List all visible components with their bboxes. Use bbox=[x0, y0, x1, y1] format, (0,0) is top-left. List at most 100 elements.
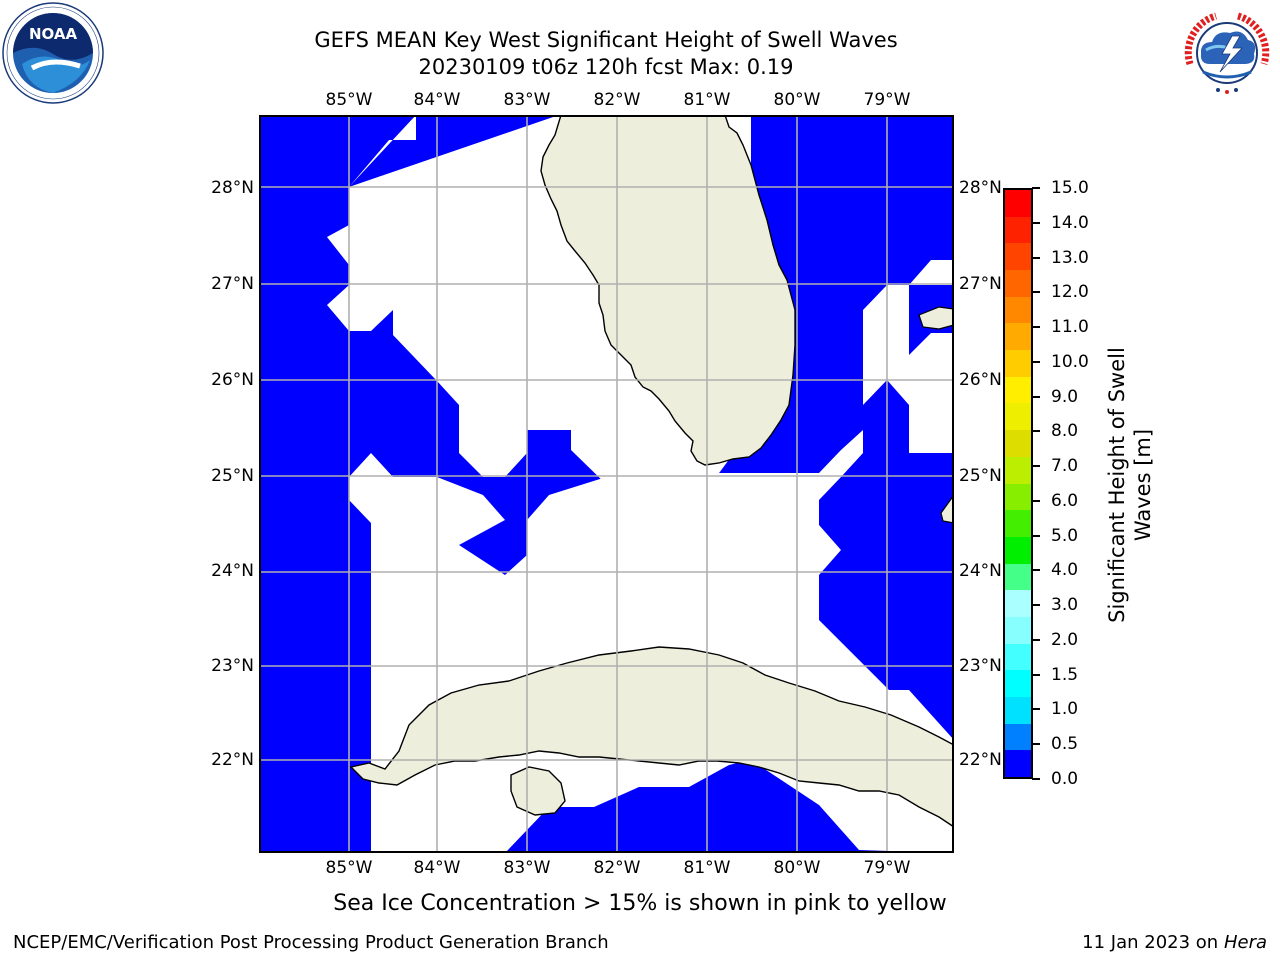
colorbar-band bbox=[1005, 616, 1031, 644]
colorbar-tick-label: 1.0 bbox=[1051, 699, 1079, 720]
colorbar-tick-label: 8.0 bbox=[1051, 421, 1079, 442]
colorbar-tick-label: 2.0 bbox=[1051, 629, 1079, 650]
lon-tick-bottom-5: 81°W bbox=[683, 858, 731, 878]
lat-tick-right-6: 23°N bbox=[959, 656, 1002, 676]
colorbar-band bbox=[1005, 589, 1031, 617]
colorbar-tick-mark bbox=[1032, 673, 1040, 676]
lat-tick-right-3: 26°N bbox=[959, 370, 1002, 390]
colorbar-tick-label: 4.0 bbox=[1051, 560, 1079, 581]
colorbar-band bbox=[1005, 723, 1031, 751]
colorbar-band bbox=[1005, 536, 1031, 564]
colorbar-tick-mark bbox=[1032, 360, 1040, 363]
lon-tick-bottom-2: 84°W bbox=[413, 858, 461, 878]
colorbar-tick-label: 0.5 bbox=[1051, 734, 1079, 755]
lon-tick-top-5: 81°W bbox=[683, 90, 731, 110]
colorbar-tick-label: 6.0 bbox=[1051, 490, 1079, 511]
colorbar-tick-label: 9.0 bbox=[1051, 386, 1079, 407]
map-svg bbox=[259, 114, 955, 853]
colorbar-tick-label: 14.0 bbox=[1051, 212, 1089, 233]
map-frame bbox=[259, 115, 954, 853]
colorbar-tick-mark bbox=[1032, 256, 1040, 259]
chart-title-line2: 20230109 t06z 120h fcst Max: 0.19 bbox=[418, 55, 794, 79]
noaa-logo: NOAA bbox=[2, 2, 104, 104]
colorbar-tick-mark bbox=[1032, 638, 1040, 641]
colorbar-band bbox=[1005, 669, 1031, 697]
colorbar-tick-label: 11.0 bbox=[1051, 317, 1089, 338]
lat-tick-left-7: 22°N bbox=[211, 750, 254, 770]
colorbar-tick-mark bbox=[1032, 221, 1040, 224]
lat-tick-right-7: 22°N bbox=[959, 750, 1002, 770]
colorbar-band bbox=[1005, 562, 1031, 591]
colorbar-tick-mark bbox=[1032, 465, 1040, 468]
colorbar-tick-mark bbox=[1032, 708, 1040, 711]
lat-tick-left-1: 28°N bbox=[211, 178, 254, 198]
colorbar-band bbox=[1005, 269, 1031, 297]
lon-tick-top-6: 80°W bbox=[773, 90, 821, 110]
colorbar-tick-label: 12.0 bbox=[1051, 282, 1089, 303]
colorbar-tick-label: 7.0 bbox=[1051, 456, 1079, 477]
colorbar-tick-label: 5.0 bbox=[1051, 525, 1079, 546]
colorbar-band bbox=[1005, 456, 1031, 484]
lon-tick-bottom-7: 79°W bbox=[863, 858, 911, 878]
colorbar-band bbox=[1005, 242, 1031, 271]
colorbar-tick-mark bbox=[1032, 604, 1040, 607]
lat-tick-right-4: 25°N bbox=[959, 466, 1002, 486]
map-panel[interactable] bbox=[259, 114, 955, 853]
colorbar-tick-mark bbox=[1032, 569, 1040, 572]
colorbar-band bbox=[1005, 509, 1031, 537]
colorbar-tick-mark bbox=[1032, 743, 1040, 746]
colorbar-tick-mark bbox=[1032, 395, 1040, 398]
colorbar-tick-label: 1.5 bbox=[1051, 664, 1079, 685]
colorbar-band bbox=[1005, 643, 1031, 671]
lon-tick-bottom-4: 82°W bbox=[593, 858, 641, 878]
graticule bbox=[259, 115, 954, 853]
colorbar-label-line1: Significant Height of Swell bbox=[1105, 347, 1129, 623]
lon-tick-top-3: 83°W bbox=[503, 90, 551, 110]
colorbar-tick-mark bbox=[1032, 430, 1040, 433]
colorbar-band bbox=[1005, 429, 1031, 457]
sea-ice-note: Sea Ice Concentration > 15% is shown in … bbox=[333, 891, 947, 916]
colorbar-tick-label: 15.0 bbox=[1051, 178, 1089, 198]
lat-tick-left-5: 24°N bbox=[211, 561, 254, 581]
colorbar-tick-label: 13.0 bbox=[1051, 247, 1089, 268]
colorbar-tick-mark bbox=[1032, 778, 1040, 780]
land-florida bbox=[540, 114, 796, 466]
colorbar-tick-label: 10.0 bbox=[1051, 351, 1089, 372]
colorbar-band bbox=[1005, 376, 1031, 404]
colorbar-tick-mark bbox=[1032, 534, 1040, 537]
colorbar-tick-mark bbox=[1032, 187, 1040, 189]
footer-left: NCEP/EMC/Verification Post Processing Pr… bbox=[13, 932, 609, 953]
lat-tick-right-1: 28°N bbox=[959, 178, 1002, 198]
lat-tick-right-5: 24°N bbox=[959, 561, 1002, 581]
colorbar-tick-label: 3.0 bbox=[1051, 595, 1079, 616]
colorbar-tick-mark bbox=[1032, 326, 1040, 329]
footer-right: 11 Jan 2023 on Hera bbox=[1082, 932, 1267, 954]
lat-tick-left-6: 23°N bbox=[211, 656, 254, 676]
lon-tick-top-1: 85°W bbox=[325, 90, 373, 110]
land-cuba bbox=[349, 646, 955, 829]
colorbar-label-line2: Waves [m] bbox=[1131, 428, 1155, 542]
land-bahamas bbox=[918, 306, 955, 524]
colorbar-band bbox=[1005, 296, 1031, 324]
colorbar bbox=[1003, 188, 1033, 779]
colorbar-tick-label: 0.0 bbox=[1051, 769, 1079, 789]
chart-title-line1: GEFS MEAN Key West Significant Height of… bbox=[314, 28, 898, 52]
colorbar-band bbox=[1005, 749, 1031, 777]
footer-host: Hera bbox=[1223, 932, 1267, 953]
colorbar-band bbox=[1005, 349, 1031, 377]
lat-tick-right-2: 27°N bbox=[959, 274, 1002, 294]
colorbar-tick-mark bbox=[1032, 499, 1040, 502]
footer-date: 11 Jan 2023 on bbox=[1082, 932, 1224, 953]
colorbar-band bbox=[1005, 482, 1031, 511]
colorbar-tick-mark bbox=[1032, 291, 1040, 294]
colorbar-ticks: 15.0 14.0 13.0 12.0 11.0 10.0 9.0 8.0 7.0 6.0 5.0 4… bbox=[1032, 178, 1112, 790]
nws-logo bbox=[1176, 2, 1278, 104]
noaa-logo-text: NOAA bbox=[29, 25, 78, 43]
colorbar-band bbox=[1005, 190, 1031, 217]
lat-tick-left-3: 26°N bbox=[211, 370, 254, 390]
lon-tick-bottom-1: 85°W bbox=[325, 858, 373, 878]
lat-tick-left-4: 25°N bbox=[211, 466, 254, 486]
lon-tick-bottom-3: 83°W bbox=[503, 858, 551, 878]
colorbar-label: Significant Height of Swell Waves [m] bbox=[1100, 250, 1160, 720]
lon-tick-top-2: 84°W bbox=[413, 90, 461, 110]
